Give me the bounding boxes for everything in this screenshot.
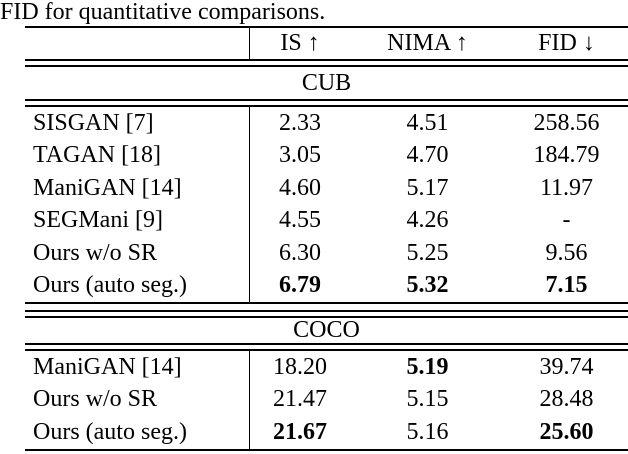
fid-cell: 9.56: [545, 239, 588, 266]
nima-cell: 4.26: [406, 207, 449, 234]
is-cell: 6.79: [279, 272, 321, 299]
table-row-ours-wo-sr-coco: Ours w/o SR 21.47 5.15 28.48: [25, 383, 628, 416]
method-cell: TAGAN [18]: [25, 139, 250, 172]
results-table: IS ↑ NIMA ↑ FID ↓ CUB SISGAN [7] 2.33 4.…: [25, 26, 628, 451]
fid-cell: 39.74: [539, 353, 594, 380]
method-cell: SISGAN [7]: [25, 107, 250, 140]
table-row-segmani: SEGMani [9] 4.55 4.26 -: [25, 204, 628, 237]
double-rule: [25, 99, 628, 107]
method-cell: Ours (auto seg.): [25, 416, 250, 449]
nima-cell: 4.70: [406, 142, 449, 169]
fid-cell: -: [562, 207, 571, 234]
is-cell: 3.05: [279, 142, 321, 169]
is-cell: 18.20: [273, 353, 327, 380]
table-row-ours-auto-seg-cub: Ours (auto seg.) 6.79 5.32 7.15: [25, 269, 628, 302]
double-rule: [25, 343, 628, 351]
table-row-ours-wo-sr-cub: Ours w/o SR 6.30 5.25 9.56: [25, 237, 628, 270]
fid-cell: 184.79: [533, 142, 600, 169]
section-header-cub: CUB: [301, 69, 352, 96]
nima-cell: 5.32: [406, 272, 449, 299]
double-rule: [25, 310, 628, 318]
fid-cell: 7.15: [545, 272, 588, 299]
double-rule: [25, 59, 628, 67]
header-empty-cell: [25, 28, 250, 59]
horizontal-rule-bottom: [25, 448, 628, 451]
horizontal-rule-cub-end: [25, 302, 628, 304]
horizontal-rule-top: [25, 26, 628, 28]
column-header-nima: NIMA ↑: [387, 30, 468, 56]
table-caption: FID for quantitative comparisons.: [0, 0, 326, 25]
table-row-ours-auto-seg-coco: Ours (auto seg.) 21.67 5.16 25.60: [25, 416, 628, 449]
table-row-tagan: TAGAN [18] 3.05 4.70 184.79: [25, 139, 628, 172]
is-cell: 4.60: [279, 174, 321, 201]
section-header-coco: COCO: [293, 317, 360, 343]
table-row-sisgan: SISGAN [7] 2.33 4.51 258.56: [25, 107, 628, 140]
nima-cell: 4.51: [406, 109, 449, 136]
nima-cell: 5.25: [406, 239, 449, 266]
is-cell: 2.33: [279, 109, 321, 136]
fid-cell: 28.48: [539, 386, 594, 413]
table-header-row: IS ↑ NIMA ↑ FID ↓: [25, 28, 628, 59]
nima-cell: 5.19: [406, 353, 449, 380]
is-cell: 4.55: [279, 207, 321, 234]
nima-cell: 5.16: [406, 418, 449, 445]
fid-cell: 258.56: [533, 109, 600, 136]
fid-cell: 25.60: [539, 418, 594, 445]
method-cell: Ours w/o SR: [25, 383, 250, 416]
method-cell: ManiGAN [14]: [25, 351, 250, 384]
nima-cell: 5.15: [406, 386, 449, 413]
column-header-fid: FID ↓: [538, 30, 595, 56]
table-row-manigan-coco: ManiGAN [14] 18.20 5.19 39.74: [25, 351, 628, 384]
method-cell: ManiGAN [14]: [25, 172, 250, 205]
is-cell: 21.47: [273, 386, 327, 413]
nima-cell: 5.17: [406, 174, 449, 201]
is-cell: 6.30: [279, 239, 321, 266]
method-cell: Ours (auto seg.): [25, 269, 250, 302]
method-cell: Ours w/o SR: [25, 237, 250, 270]
is-cell: 21.67: [273, 418, 327, 445]
method-cell: SEGMani [9]: [25, 204, 250, 237]
column-header-is: IS ↑: [280, 30, 320, 56]
fid-cell: 11.97: [539, 174, 594, 201]
table-row-manigan-cub: ManiGAN [14] 4.60 5.17 11.97: [25, 172, 628, 205]
